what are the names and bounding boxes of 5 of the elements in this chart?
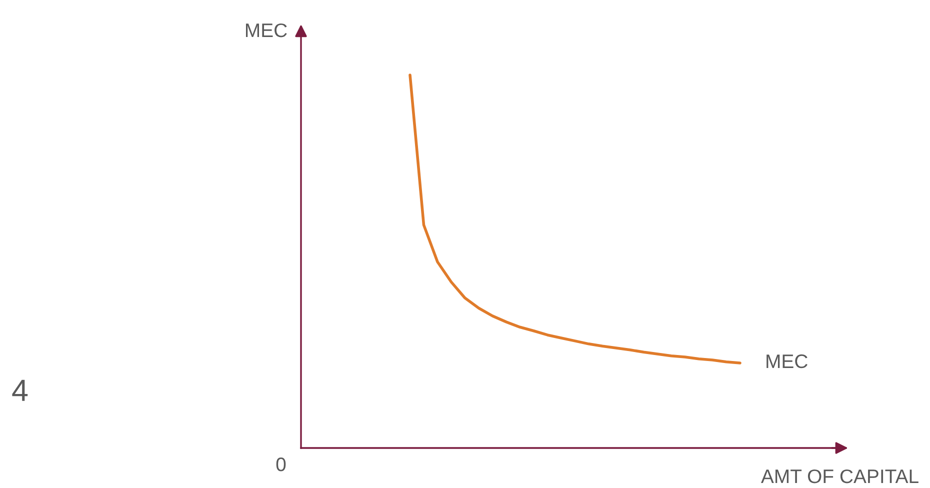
text: MEC bbox=[246, 23, 287, 38]
series-label: MEC bbox=[766, 354, 808, 368]
text: 0 bbox=[276, 457, 286, 472]
x-axis-title: AMT OF CAPITAL bbox=[760, 469, 918, 484]
text: 4 bbox=[12, 380, 28, 401]
